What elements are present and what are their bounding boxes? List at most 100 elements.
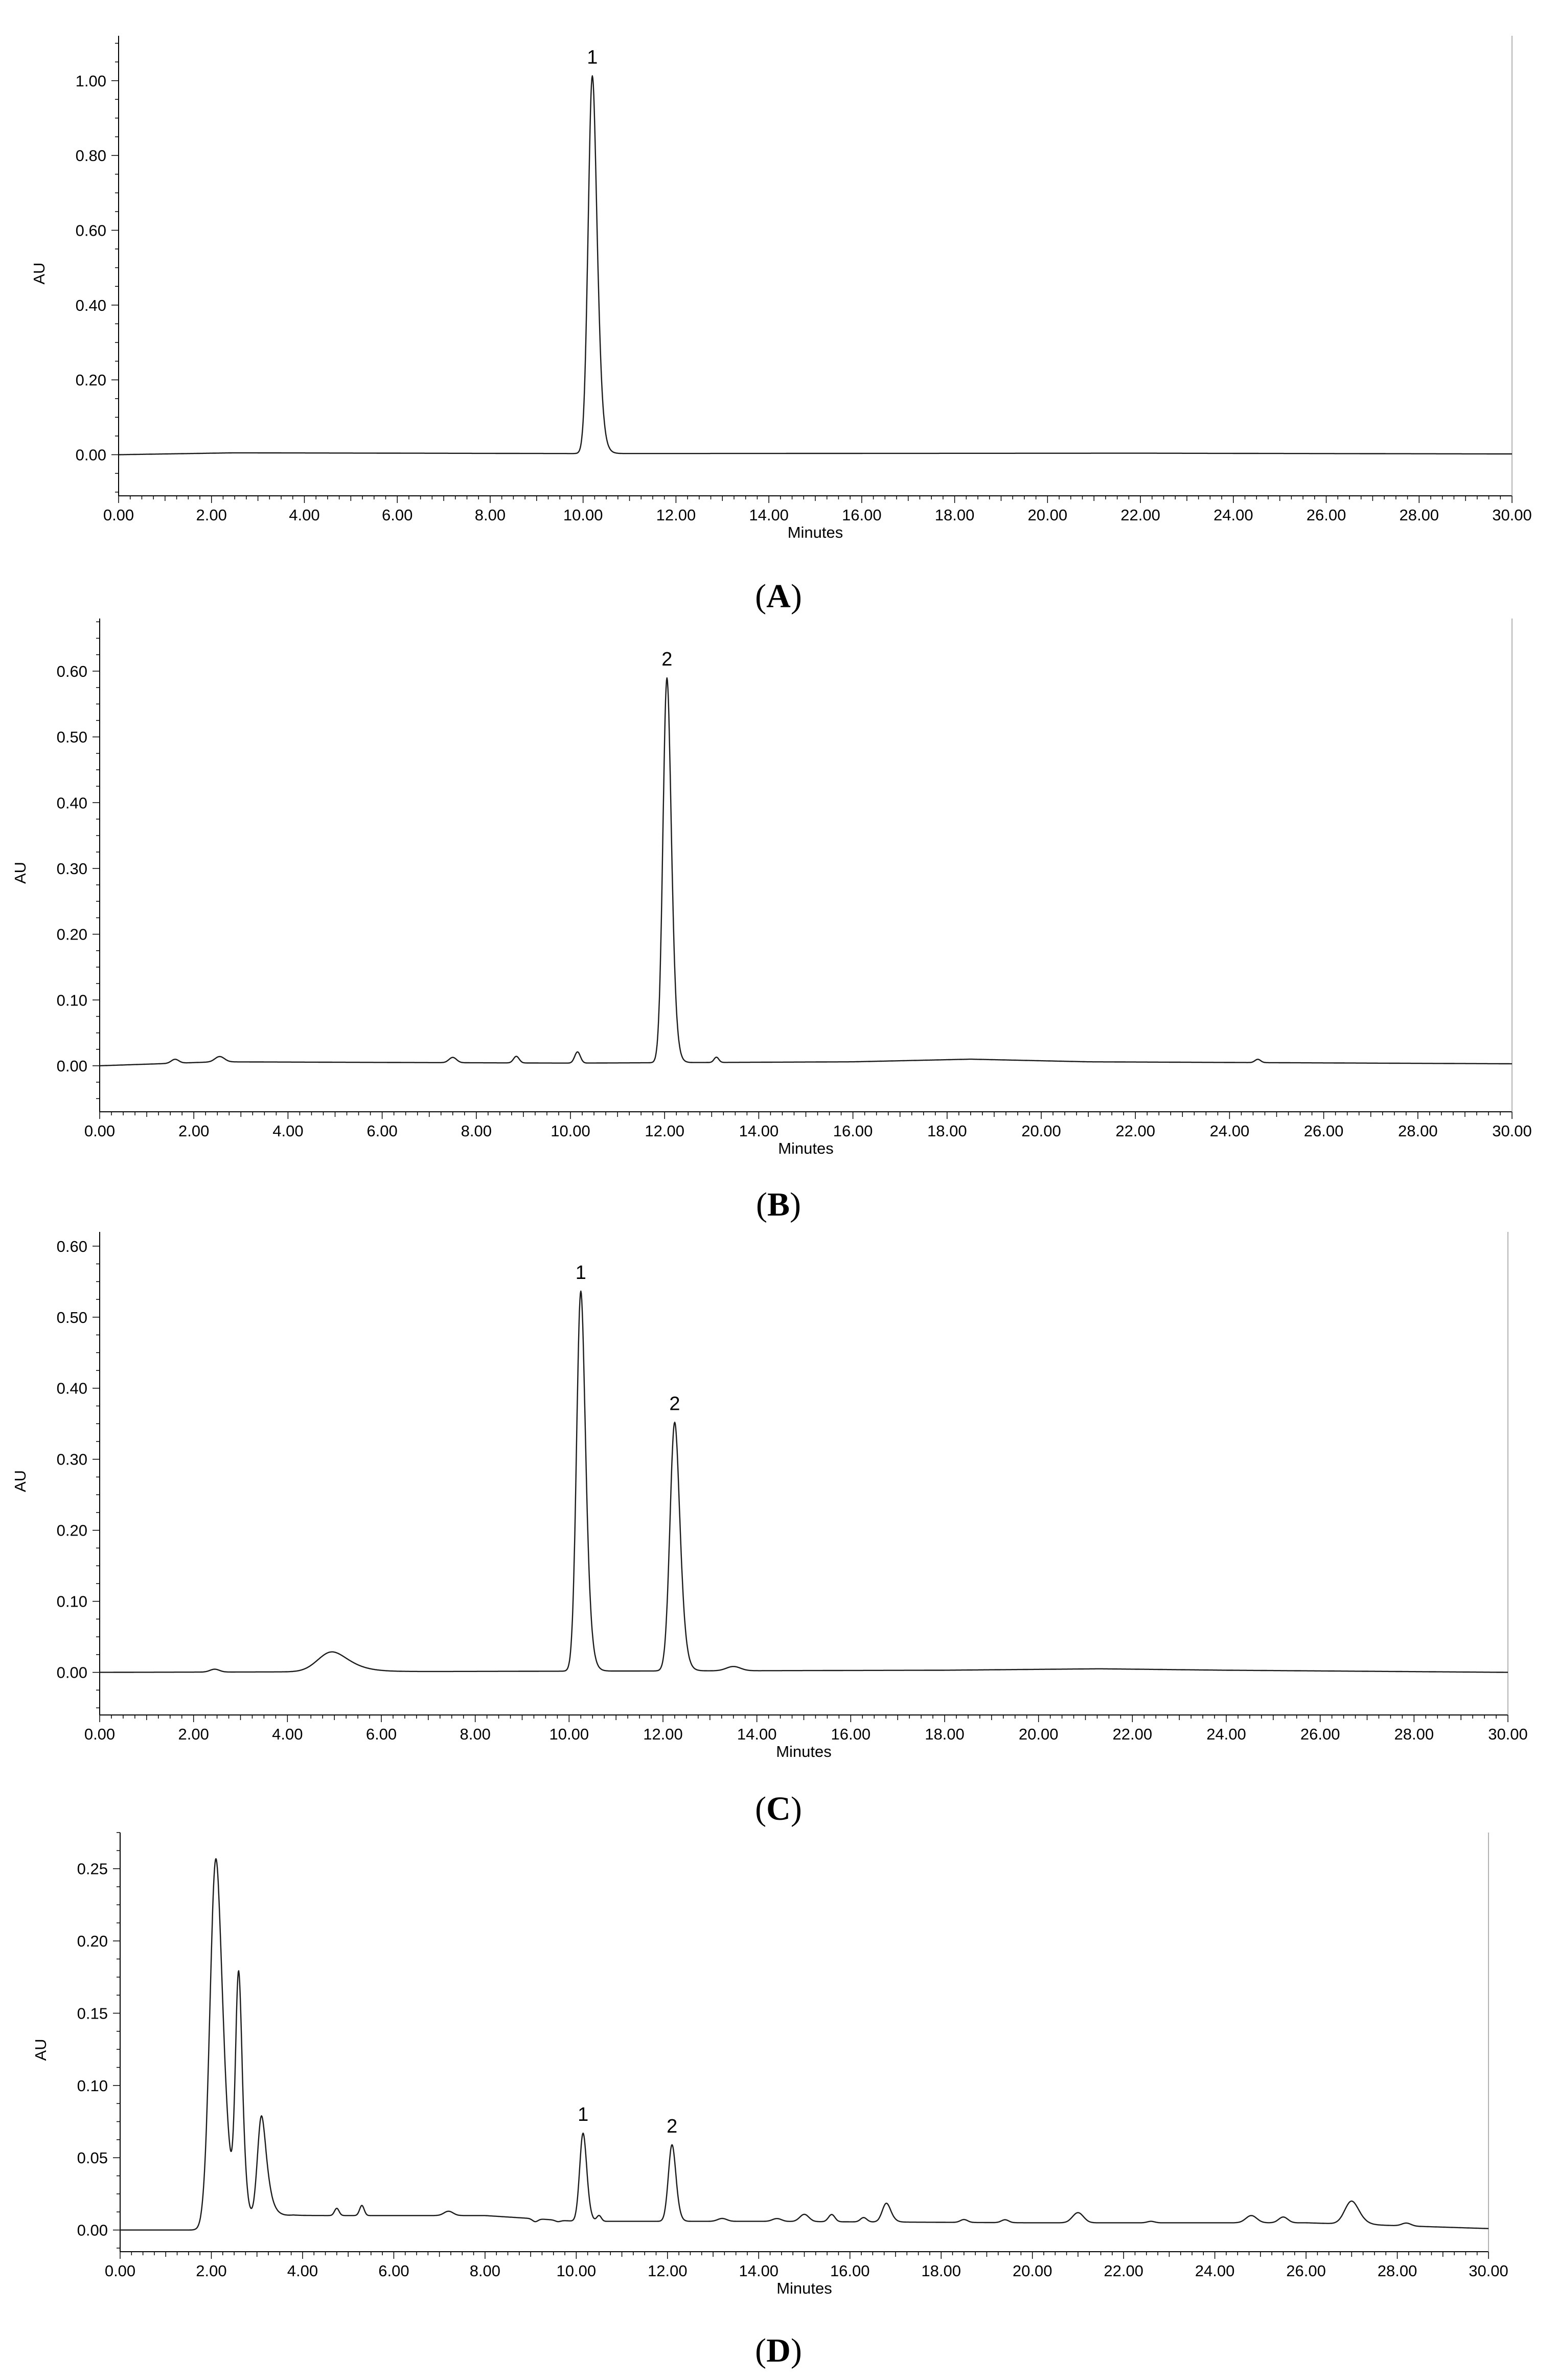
panel-c-x-tick-label: 12.00 — [643, 1725, 683, 1743]
panel-c-peak-label-1: 1 — [576, 1262, 586, 1284]
panel-c-x-tick-label: 0.00 — [84, 1725, 115, 1743]
panel-a-y-tick-label: 0.80 — [76, 147, 106, 165]
panel-c-caption: (C) — [755, 1790, 802, 1827]
panel-d-peak-label-2: 2 — [667, 2116, 677, 2137]
panel-b-y-axis-title: AU — [11, 862, 29, 884]
panel-b-x-tick-label: 26.00 — [1304, 1122, 1344, 1140]
panel-d-x-tick-label: 12.00 — [648, 2262, 688, 2280]
panel-c-y-tick-label: 0.10 — [57, 1593, 87, 1611]
panel-c-y-tick-label: 0.20 — [57, 1522, 87, 1540]
panel-b-x-tick-label: 24.00 — [1210, 1122, 1250, 1140]
panel-c-y-tick-label: 0.30 — [57, 1451, 87, 1469]
panel-b-x-tick-label: 4.00 — [272, 1122, 303, 1140]
panel-d-y-tick-label: 0.10 — [77, 2077, 108, 2095]
panel-b-trace — [99, 677, 1513, 1067]
panel-b-x-tick-label: 16.00 — [833, 1122, 873, 1140]
panel-d-x-tick-label: 0.00 — [105, 2262, 135, 2280]
panel-b-y-tick-label: 0.00 — [57, 1057, 87, 1075]
panel-a-x-tick-label: 18.00 — [935, 506, 975, 524]
panel-c-y-tick-label: 0.40 — [57, 1380, 87, 1398]
panel-d-y-tick-label: 0.00 — [77, 2222, 108, 2239]
panel-b-y-tick-label: 0.50 — [57, 728, 87, 746]
panel-c-x-tick-label: 22.00 — [1113, 1725, 1153, 1743]
panel-d-x-tick-label: 22.00 — [1104, 2262, 1143, 2280]
panel-d-x-tick-label: 8.00 — [470, 2262, 500, 2280]
panel-d-x-tick-label: 28.00 — [1378, 2262, 1417, 2280]
panel-c-x-tick-label: 8.00 — [460, 1725, 490, 1743]
panel-d-caption: (D) — [755, 2332, 802, 2369]
panel-a-y-tick-label: 0.00 — [76, 446, 106, 464]
panel-a-y-tick-label: 0.60 — [76, 221, 106, 239]
panel-c-peak-label-2: 2 — [669, 1393, 680, 1414]
panel-d-y-tick-label: 0.20 — [77, 1932, 108, 1950]
panel-a-x-tick-label: 0.00 — [103, 506, 134, 524]
panel-b-x-tick-label: 30.00 — [1492, 1122, 1532, 1140]
panel-c-x-tick-label: 24.00 — [1206, 1725, 1246, 1743]
panel-b-x-tick-label: 22.00 — [1115, 1122, 1155, 1140]
panel-a-x-tick-label: 30.00 — [1492, 506, 1532, 524]
panel-b-caption: (B) — [756, 1186, 801, 1223]
panel-b-x-tick-label: 12.00 — [645, 1122, 684, 1140]
panel-b-x-tick-label: 2.00 — [178, 1122, 209, 1140]
panel-b-x-tick-label: 6.00 — [367, 1122, 397, 1140]
panel-a-peak-label-1: 1 — [587, 47, 598, 68]
panel-d-y-axis-title: AU — [32, 2039, 50, 2061]
panel-c-x-tick-label: 20.00 — [1019, 1725, 1059, 1743]
panel-a-x-tick-label: 6.00 — [382, 506, 413, 524]
panel-d-caption-letter: D — [766, 2332, 791, 2369]
panel-d-peak-label-1: 1 — [578, 2104, 588, 2125]
panel-b-y-tick-label: 0.30 — [57, 860, 87, 878]
panel-c-x-tick-label: 28.00 — [1394, 1725, 1434, 1743]
chromatogram-panel-b: 0.00 2.00 4.00 6.00 8.00 10.00 12.00 14.00 16.00… — [11, 619, 1532, 1157]
panel-d-x-axis-title: Minutes — [776, 2279, 832, 2297]
panel-c-y-tick-label: 0.50 — [57, 1309, 87, 1326]
panel-b-y-tick-label: 0.60 — [57, 662, 87, 680]
panel-b-y-tick-label: 0.20 — [57, 926, 87, 944]
panel-d-x-tick-label: 20.00 — [1013, 2262, 1052, 2280]
panel-a-x-tick-label: 14.00 — [749, 506, 789, 524]
panel-a-x-tick-label: 24.00 — [1213, 506, 1253, 524]
panel-d-x-tick-label: 4.00 — [287, 2262, 318, 2280]
panel-c-x-tick-label: 6.00 — [366, 1725, 397, 1743]
panel-a-caption: (A) — [755, 578, 802, 615]
panel-a-x-tick-label: 2.00 — [196, 506, 227, 524]
panel-b-y-tick-label: 0.40 — [57, 794, 87, 812]
panel-c-x-tick-label: 2.00 — [178, 1725, 209, 1743]
panel-d-y-tick-label: 0.15 — [77, 2004, 108, 2022]
panel-a-x-tick-label: 26.00 — [1307, 506, 1346, 524]
panel-c-caption-letter: C — [766, 1790, 791, 1827]
panel-a-x-tick-label: 22.00 — [1120, 506, 1160, 524]
panel-c-x-tick-label: 18.00 — [925, 1725, 965, 1743]
panel-a-y-tick-label: 0.40 — [76, 296, 106, 314]
panel-a-y-tick-label: 0.20 — [76, 371, 106, 389]
panel-a-x-tick-label: 8.00 — [475, 506, 506, 524]
panel-a-y-tick-label: 1.00 — [76, 72, 106, 90]
panel-b-x-tick-label: 8.00 — [461, 1122, 492, 1140]
panel-b-x-axis-title: Minutes — [778, 1139, 834, 1157]
panel-d-y-tick-label: 0.05 — [77, 2149, 108, 2167]
panel-c-x-tick-label: 30.00 — [1488, 1725, 1528, 1743]
panel-a-y-axis-title: AU — [30, 262, 48, 284]
panel-a-trace — [118, 75, 1513, 455]
panel-d-trace — [120, 1858, 1489, 2231]
panel-d-x-tick-label: 16.00 — [830, 2262, 870, 2280]
panel-a-x-tick-label: 10.00 — [563, 506, 603, 524]
chromatogram-panel-c: 0.00 2.00 4.00 6.00 8.00 10.00 12.00 14.00 16.00… — [11, 1232, 1528, 1760]
panel-c-x-tick-label: 16.00 — [831, 1725, 871, 1743]
panel-a-x-tick-label: 12.00 — [656, 506, 696, 524]
panel-c-trace — [99, 1290, 1508, 1673]
panel-c-y-axis-title: AU — [11, 1470, 29, 1492]
panel-c-x-axis-title: Minutes — [776, 1743, 832, 1760]
chromatogram-panel-d: 0.00 2.00 4.00 6.00 8.00 10.00 12.00 14.00 16.00… — [32, 1832, 1508, 2297]
panel-d-x-tick-label: 2.00 — [196, 2262, 226, 2280]
panel-a-x-tick-label: 4.00 — [289, 506, 319, 524]
panel-d-y-tick-label: 0.25 — [77, 1860, 108, 1878]
panel-c-x-tick-label: 26.00 — [1300, 1725, 1340, 1743]
chromatogram-panel-a: 0.00 2.00 4.00 6.00 8.00 10.00 12.00 14.00 16.00… — [30, 36, 1532, 541]
panel-b-x-tick-label: 10.00 — [551, 1122, 590, 1140]
panel-a-x-axis-title: Minutes — [788, 523, 843, 541]
panel-d-x-tick-label: 14.00 — [739, 2262, 779, 2280]
panel-d-x-tick-label: 10.00 — [557, 2262, 597, 2280]
panel-d-x-tick-label: 24.00 — [1195, 2262, 1235, 2280]
panel-b-y-tick-label: 0.10 — [57, 991, 87, 1009]
